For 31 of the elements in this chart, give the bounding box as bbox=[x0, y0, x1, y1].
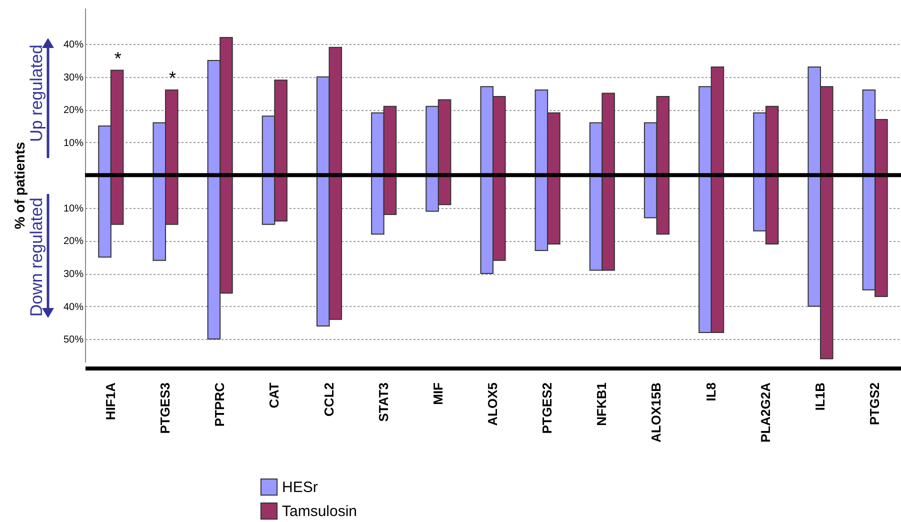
y-axis-title: % of patients bbox=[11, 142, 28, 230]
y-tick-label: 50% bbox=[63, 334, 84, 346]
x-tick-label: IL1B bbox=[812, 382, 828, 411]
y-tick-label: 30% bbox=[63, 269, 84, 280]
y-tick-label: 40% bbox=[63, 302, 84, 313]
x-tick-label: PTGES3 bbox=[158, 382, 173, 434]
y-tick-label: 40% bbox=[63, 40, 84, 51]
annotation: * bbox=[169, 68, 176, 88]
y-tick-label: 10% bbox=[63, 138, 84, 149]
x-tick-label: HIF1A bbox=[102, 382, 118, 420]
x-tick-label: ALOX15B bbox=[648, 382, 664, 442]
x-tick-label: CAT bbox=[266, 382, 282, 408]
x-tick-label: NFKB1 bbox=[594, 382, 610, 426]
legend-label: HESr bbox=[282, 479, 318, 496]
y-tick-label: 10% bbox=[63, 203, 84, 214]
annotation: * bbox=[114, 48, 122, 68]
x-tick-label: PTGS2 bbox=[867, 382, 882, 426]
y-tick-label: 30% bbox=[63, 72, 84, 84]
x-tick-label: CCL2 bbox=[321, 382, 336, 416]
y-tick-label: 20% bbox=[63, 236, 84, 248]
x-tick-label: ALOX5 bbox=[485, 382, 500, 426]
x-tick-label: IL8 bbox=[703, 382, 718, 402]
x-tick-label: PLA2G2A bbox=[758, 382, 773, 442]
x-tick-label: MIF bbox=[430, 382, 446, 405]
x-tick-label: PTGES2 bbox=[540, 382, 555, 434]
x-tick-label: STAT3 bbox=[376, 382, 391, 422]
x-tick-label: PTPRC bbox=[212, 382, 228, 427]
text: Up regulated bbox=[27, 44, 46, 142]
legend-label: Tamsulosin bbox=[282, 503, 358, 520]
text: Down regulated bbox=[27, 198, 46, 317]
y-tick-label: 20% bbox=[63, 105, 84, 116]
